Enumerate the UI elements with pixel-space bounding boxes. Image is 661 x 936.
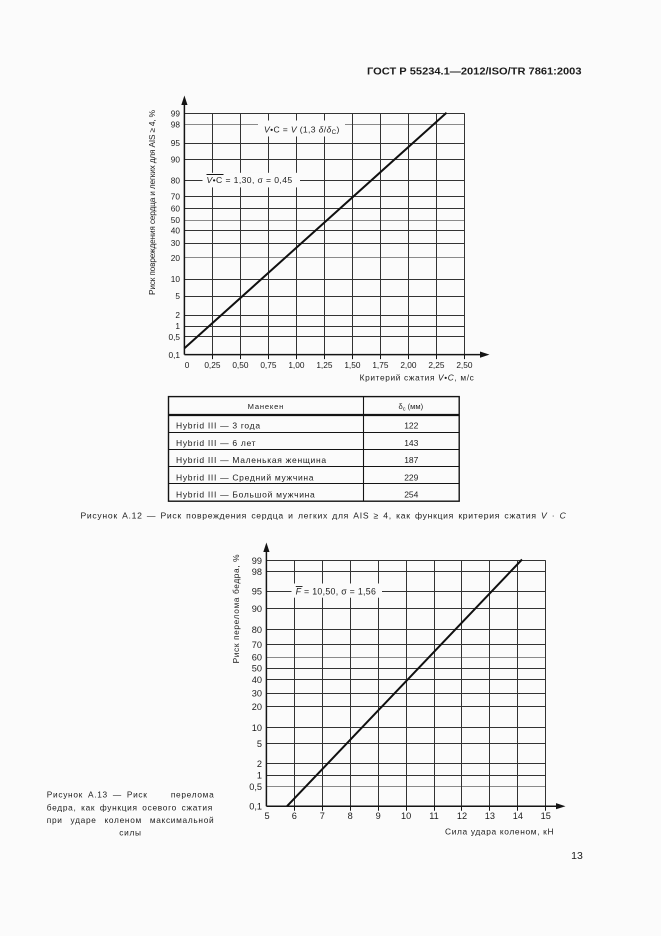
svg-text:30: 30 [252,688,262,698]
svg-text:Манекен: Манекен [248,402,284,411]
svg-text:60: 60 [252,653,262,663]
svg-text:14: 14 [513,811,523,821]
svg-text:15: 15 [541,811,551,821]
svg-text:98: 98 [252,567,262,577]
svg-text:0,1: 0,1 [249,802,262,812]
svg-text:1,75: 1,75 [372,360,389,370]
svg-text:1: 1 [175,321,180,331]
svg-text:0,1: 0,1 [168,350,180,360]
svg-text:Риск повреждения сердца и легк: Риск повреждения сердца и легких для AIS… [147,109,157,295]
svg-text:5: 5 [257,739,262,749]
svg-text:254: 254 [404,490,418,500]
svg-text:Hybrid III — Большой мужчина: Hybrid III — Большой мужчина [176,490,315,500]
svg-text:1,25: 1,25 [316,360,333,370]
svg-text:Риск перелома бедра, %: Риск перелома бедра, % [231,554,241,664]
svg-text:Критерий сжатия V•C, м/с: Критерий сжатия V•C, м/с [360,373,474,383]
svg-text:70: 70 [252,640,262,650]
svg-text:Сила удара коленом, кН: Сила удара коленом, кН [445,826,554,836]
svg-text:20: 20 [252,702,262,712]
svg-text:0,25: 0,25 [204,360,221,370]
svg-text:98: 98 [171,120,181,130]
svg-text:Hybrid III — 3 года: Hybrid III — 3 года [176,421,261,431]
svg-text:при ударе коленом максимальной: при ударе коленом максимальной [47,815,215,825]
svg-text:5: 5 [175,291,180,301]
svg-text:Рисунок А.13 — Риск: Рисунок А.13 — Риск [47,790,148,800]
svg-text:12: 12 [457,811,467,821]
svg-text:перелома: перелома [171,790,215,800]
svg-text:90: 90 [252,604,262,614]
svg-text:8: 8 [348,811,353,821]
svg-text:40: 40 [171,225,181,235]
svg-text:40: 40 [252,675,262,685]
svg-text:95: 95 [252,586,262,596]
svg-text:80: 80 [252,625,262,635]
svg-text:10: 10 [252,723,262,733]
svg-text:70: 70 [171,191,181,201]
svg-text:10: 10 [401,811,411,821]
svg-text:50: 50 [171,215,181,225]
svg-text:0: 0 [185,360,190,370]
svg-text:143: 143 [404,438,418,448]
svg-text:1,00: 1,00 [288,360,305,370]
svg-text:11: 11 [429,811,439,821]
svg-text:20: 20 [171,253,181,263]
svg-text:0,50: 0,50 [232,360,249,370]
svg-text:50: 50 [252,664,262,674]
svg-text:9: 9 [376,811,381,821]
svg-text:силы: силы [119,827,141,837]
svg-text:90: 90 [171,154,181,164]
svg-text:δc (мм): δc (мм) [399,402,424,413]
svg-text:1: 1 [257,771,262,781]
svg-text:Рисунок А.12 — Риск поврежден: Рисунок А.12 — Риск повреждения сердца и… [81,510,567,520]
svg-text:99: 99 [171,108,181,118]
svg-text:Hybrid III — Средний мужчина: Hybrid III — Средний мужчина [176,472,314,482]
svg-text:0,5: 0,5 [168,332,180,342]
svg-text:95: 95 [171,138,181,148]
svg-text:122: 122 [404,421,418,431]
svg-text:0,5: 0,5 [249,782,262,792]
svg-text:2: 2 [175,310,180,320]
svg-text:2: 2 [257,759,262,769]
svg-text:ГОСТ Р 55234.1—2012/ISO/TR 786: ГОСТ Р 55234.1—2012/ISO/TR 7861:2003 [367,67,582,78]
svg-text:99: 99 [252,556,262,566]
svg-text:1,50: 1,50 [344,360,361,370]
svg-text:229: 229 [404,472,418,482]
svg-text:187: 187 [404,455,418,465]
svg-text:30: 30 [171,238,181,248]
svg-text:2,50: 2,50 [456,360,473,370]
svg-text:0,75: 0,75 [260,360,277,370]
svg-text:Hybrid III — Маленькая женщина: Hybrid III — Маленькая женщина [176,455,327,465]
svg-text:2,00: 2,00 [400,360,417,370]
svg-text:13: 13 [485,811,495,821]
svg-text:V•C = V (1,3 δ/δC): V•C = V (1,3 δ/δC) [264,124,340,136]
svg-text:60: 60 [171,204,181,214]
svg-text:80: 80 [171,175,181,185]
svg-text:6: 6 [292,811,297,821]
svg-text:F = 10,50, σ = 1,56: F = 10,50, σ = 1,56 [296,586,377,596]
svg-text:13: 13 [571,850,583,862]
svg-text:10: 10 [171,274,181,284]
svg-text:7: 7 [320,811,325,821]
svg-text:Hybrid III — 6 лет: Hybrid III — 6 лет [176,438,256,448]
svg-text:5: 5 [264,811,269,821]
svg-text:V•C = 1,30, σ = 0,45: V•C = 1,30, σ = 0,45 [207,175,293,185]
svg-text:бедра, как функция осевого сжа: бедра, как функция осевого сжатия [47,802,213,812]
svg-text:2,25: 2,25 [428,360,445,370]
